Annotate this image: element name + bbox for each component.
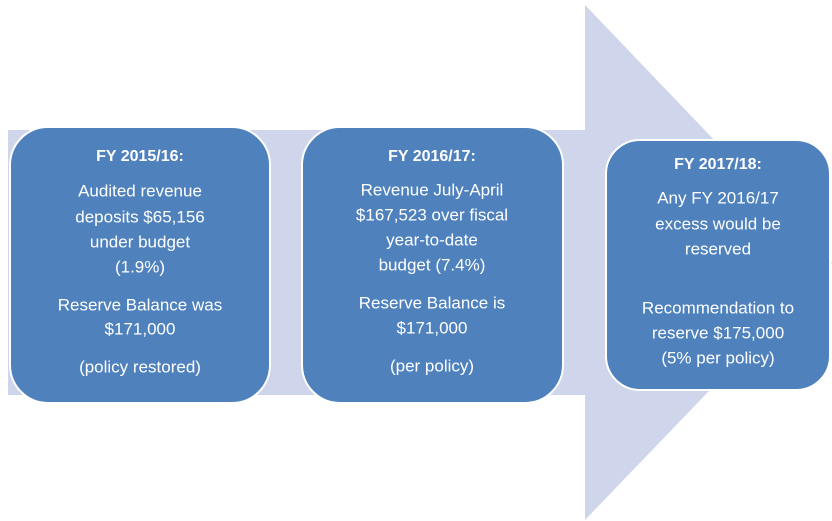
stage-title: FY 2017/18: bbox=[674, 156, 762, 173]
stage-title: FY 2015/16: bbox=[96, 148, 184, 165]
stage-text: under budget bbox=[90, 232, 190, 251]
stage-box bbox=[9, 126, 271, 404]
stage-text: reserved bbox=[685, 239, 751, 258]
stage-text: Any FY 2016/17 bbox=[657, 188, 779, 207]
stage-text: $171,000 bbox=[105, 319, 176, 338]
stage-text: (per policy) bbox=[390, 356, 474, 375]
stage-text: Reserve Balance is bbox=[359, 293, 505, 312]
stage-text: (policy restored) bbox=[79, 357, 201, 376]
stage-box bbox=[605, 139, 831, 391]
stage-title: FY 2016/17: bbox=[388, 148, 476, 165]
stage-text: (1.9%) bbox=[115, 257, 165, 276]
stage-text: reserve $175,000 bbox=[652, 323, 784, 342]
stage-box bbox=[301, 126, 564, 404]
stage-text: Audited revenue bbox=[78, 181, 202, 200]
stage-text: Reserve Balance was bbox=[58, 295, 222, 314]
stage-text: Recommendation to bbox=[642, 298, 794, 317]
stage-text: $167,523 over fiscal bbox=[356, 205, 508, 224]
stage-text: deposits $65,156 bbox=[75, 207, 205, 226]
stage-text: year-to-date bbox=[386, 230, 478, 249]
stage-text: (5% per policy) bbox=[661, 348, 774, 367]
stage-text: budget (7.4%) bbox=[379, 255, 486, 274]
stage-text: $171,000 bbox=[397, 318, 468, 337]
stage-text: Revenue July-April bbox=[361, 180, 504, 199]
stage-text: excess would be bbox=[655, 214, 781, 233]
